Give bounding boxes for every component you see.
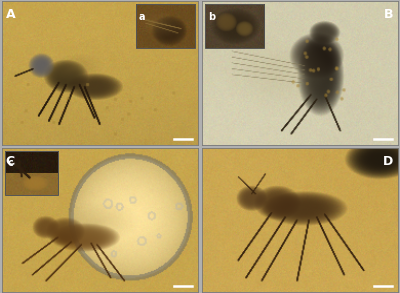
Bar (5, 151, 58, 195)
Text: A: A (6, 8, 15, 21)
Text: c: c (8, 158, 14, 168)
Bar (205, 4, 264, 48)
Text: C: C (6, 155, 15, 168)
Text: b: b (208, 12, 215, 22)
Bar (136, 4, 195, 48)
Text: B: B (384, 8, 393, 21)
Text: a: a (139, 12, 145, 22)
Text: D: D (383, 155, 393, 168)
